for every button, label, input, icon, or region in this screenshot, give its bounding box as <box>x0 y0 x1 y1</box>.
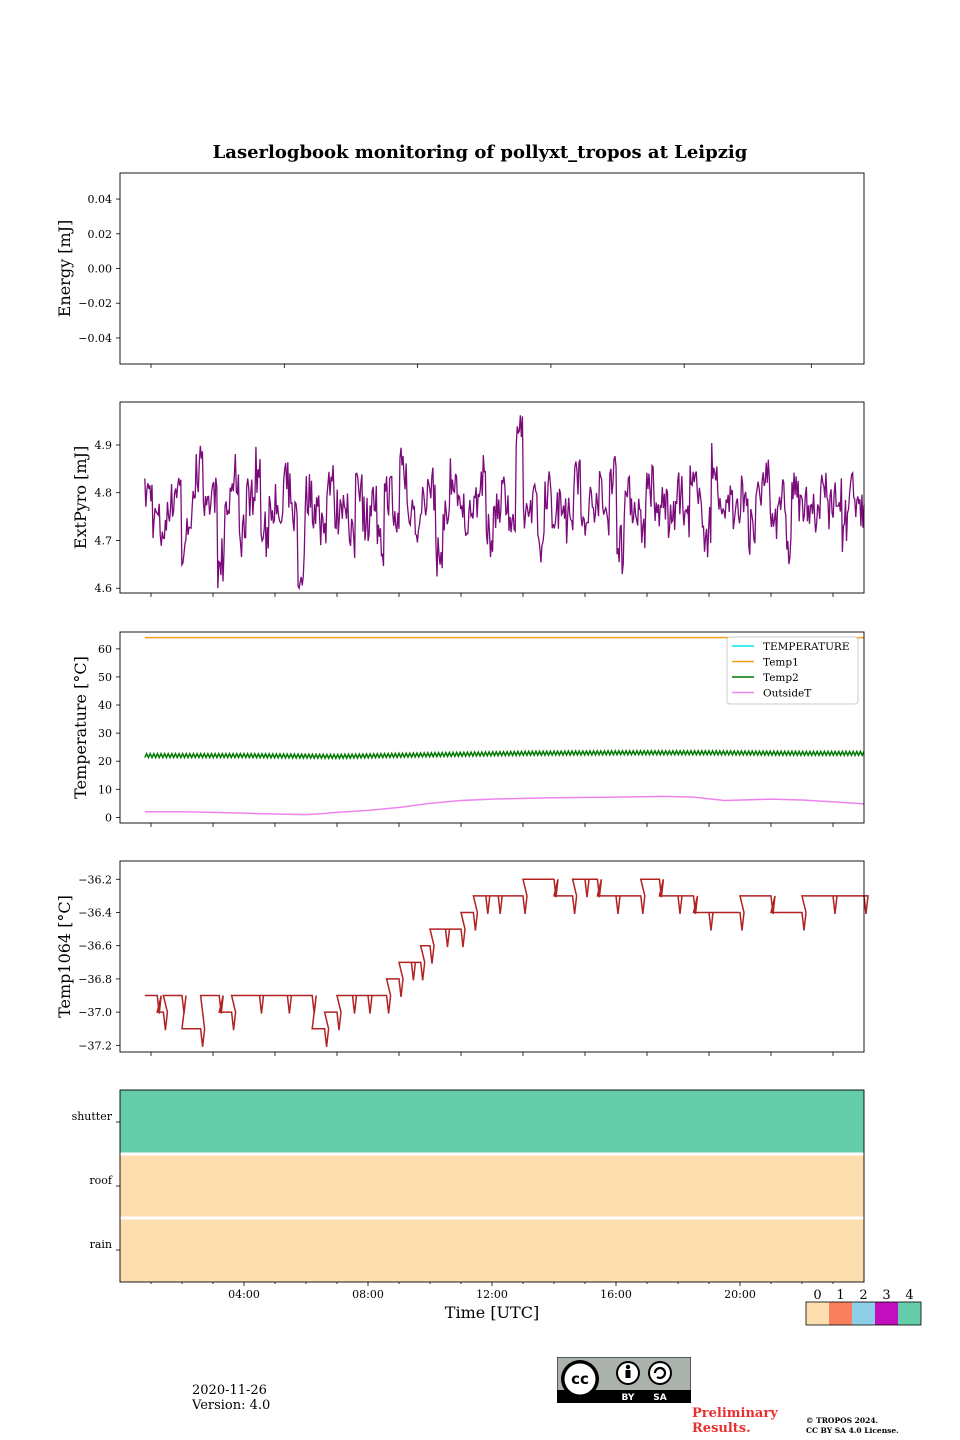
y-tick-label: 4.7 <box>95 534 113 547</box>
status-row-roof <box>120 1154 864 1218</box>
colorbar-level-label: 3 <box>882 1288 890 1303</box>
y-tick-label: −0.02 <box>78 297 112 310</box>
y-tick-label: 0.00 <box>88 263 113 276</box>
y-axis-label: Temperature [°C] <box>71 656 90 799</box>
y-tick-label: −37.0 <box>78 1006 112 1019</box>
version-label: Version: 4.0 <box>192 1398 271 1413</box>
cc-by-label: BY <box>622 1393 635 1403</box>
y-tick-label: 60 <box>98 643 112 656</box>
colorbar-swatch <box>829 1302 852 1325</box>
panel-extpyro: 4.9 4.8 4.7 4.6 ExtPyro [mJ] <box>71 401 865 597</box>
row-label: rain <box>90 1238 112 1251</box>
y-tick-label: 0.02 <box>88 228 113 241</box>
copyright-line1: © TROPOS 2024. <box>806 1416 879 1425</box>
x-tick-label: 16:00 <box>600 1288 632 1301</box>
preliminary-line2: Results. <box>692 1421 751 1436</box>
y-axis-label: Temp1064 [°C] <box>55 895 74 1018</box>
x-tick-label: 04:00 <box>228 1288 260 1301</box>
status-row-shutter <box>120 1090 864 1154</box>
cc-license-badge: cc BY SA <box>556 1356 692 1404</box>
y-tick-label: −37.2 <box>78 1039 112 1052</box>
y-tick-label: −0.04 <box>78 332 112 345</box>
colorbar-level-label: 0 <box>813 1288 821 1303</box>
panel-energy: 0.04 0.02 0.00 −0.02 −0.04 Energy [mJ] <box>55 172 865 368</box>
y-tick-label: 40 <box>98 699 112 712</box>
x-tick-label: 12:00 <box>476 1288 508 1301</box>
figure-title: Laserlogbook monitoring of pollyxt_tropo… <box>213 142 748 163</box>
row-label: shutter <box>72 1110 113 1123</box>
y-tick-label: 4.9 <box>95 439 113 452</box>
legend-label: TEMPERATURE <box>763 641 850 653</box>
x-tick-label: 20:00 <box>724 1288 756 1301</box>
series-line-Temp1064 <box>144 878 869 1047</box>
date-label: 2020-11-26 <box>192 1383 267 1398</box>
y-axis-label: Energy [mJ] <box>55 220 74 318</box>
preliminary-line1: Preliminary <box>692 1406 778 1421</box>
copyright-block: © TROPOS 2024. CC BY SA 4.0 License. <box>806 1416 899 1436</box>
colorbar-swatch <box>898 1302 921 1325</box>
colorbar-swatch <box>806 1302 829 1325</box>
panel-status: shutter roof rain 04:00 08:00 12:00 16:00 20:00… <box>72 1089 922 1326</box>
axes-frame <box>119 631 865 824</box>
y-tick-label: −36.6 <box>78 940 112 953</box>
y-tick-label: 30 <box>98 727 112 740</box>
row-label: roof <box>89 1174 113 1187</box>
y-tick-label: 0.04 <box>88 193 113 206</box>
y-tick-label: 10 <box>98 783 112 796</box>
date-version-block: 2020-11-26 Version: 4.0 <box>192 1383 270 1413</box>
y-tick-label: 4.8 <box>95 487 113 500</box>
y-tick-label: 20 <box>98 755 112 768</box>
axes-frame <box>119 860 865 1053</box>
legend-label: Temp2 <box>763 672 799 684</box>
series-line-Temp2 <box>144 749 865 761</box>
cc-sa-label: SA <box>653 1393 666 1403</box>
colorbar-level-label: 1 <box>836 1288 844 1303</box>
y-tick-label: 0 <box>105 811 112 824</box>
legend-box <box>726 636 859 705</box>
cc-logo-letters: cc <box>571 1370 589 1388</box>
preliminary-results-label: Preliminary Results. <box>692 1406 778 1436</box>
panel-temp1064: −36.2 −36.4 −36.6 −36.8 −37.0 −37.2 Temp1064 [… <box>55 860 869 1056</box>
y-axis-label: ExtPyro [mJ] <box>71 446 90 549</box>
series-line-OutsideT <box>144 795 865 816</box>
colorbar-level-label: 4 <box>905 1288 913 1303</box>
colorbar-swatch <box>852 1302 875 1325</box>
x-axis-label: Time [UTC] <box>445 1303 539 1322</box>
panel-temperature: 60 50 40 30 20 10 0 Temperature [°C] TEMPERATURE… <box>71 631 865 827</box>
colorbar-frame <box>805 1301 922 1326</box>
axes-frame <box>119 401 865 594</box>
series-line-ExtPyro <box>144 415 865 591</box>
y-tick-label: −36.8 <box>78 973 112 986</box>
y-tick-label: 4.6 <box>95 582 113 595</box>
colorbar-swatch <box>875 1302 898 1325</box>
legend-label: Temp1 <box>763 657 799 669</box>
y-tick-label: 50 <box>98 671 112 684</box>
y-tick-label: −36.2 <box>78 873 112 886</box>
copyright-line2: CC BY SA 4.0 License. <box>806 1426 899 1435</box>
legend-label: OutsideT <box>763 688 811 700</box>
x-tick-label: 08:00 <box>352 1288 384 1301</box>
colorbar-level-label: 2 <box>859 1288 867 1303</box>
y-tick-label: −36.4 <box>78 906 112 919</box>
axes-frame <box>119 172 865 365</box>
status-row-rain <box>120 1218 864 1282</box>
